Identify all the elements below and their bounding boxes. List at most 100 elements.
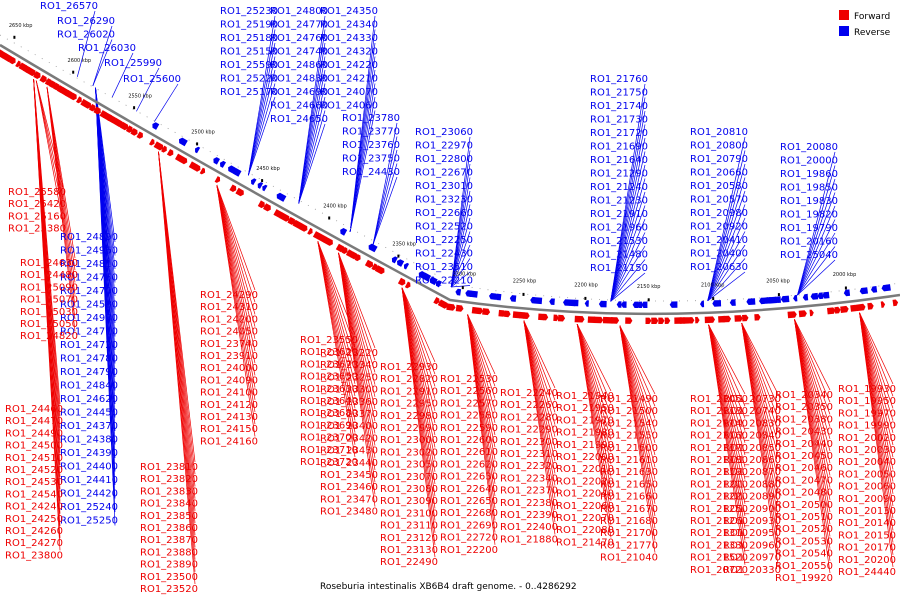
forward-gene-label[interactable]: RO1_21970 <box>556 415 614 426</box>
forward-gene-label[interactable]: RO1_23880 <box>140 547 198 558</box>
reverse-gene-label[interactable]: RO1_22970 <box>415 141 473 152</box>
forward-gene-label[interactable]: RO1_20040 <box>838 457 896 468</box>
reverse-gene-label[interactable]: RO1_25590 <box>220 60 278 71</box>
forward-gene-label[interactable]: RO1_20140 <box>838 518 896 529</box>
forward-gene-label[interactable]: RO1_20050 <box>838 469 896 480</box>
reverse-gene-label[interactable]: RO1_23510 <box>415 262 473 273</box>
reverse-gene-label[interactable]: RO1_22670 <box>415 168 473 179</box>
reverse-gene-label[interactable]: RO1_24620 <box>60 394 118 405</box>
forward-gene-label[interactable]: RO1_20860 <box>723 455 781 466</box>
forward-gene-label[interactable]: RO1_23830 <box>140 486 198 497</box>
forward-gene-label[interactable]: RO1_24630 <box>20 258 78 269</box>
forward-gene-label[interactable]: RO1_19990 <box>838 421 896 432</box>
reverse-gene-label[interactable]: RO1_22520 <box>415 222 473 233</box>
forward-gene-label[interactable]: RO1_22300 <box>500 437 558 448</box>
forward-gene-label[interactable]: RO1_20900 <box>723 504 781 515</box>
reverse-gene-label[interactable]: RO1_25230 <box>220 6 278 17</box>
reverse-gene-label[interactable]: RO1_21740 <box>590 101 648 112</box>
forward-gene-label[interactable]: RO1_22620 <box>440 459 498 470</box>
forward-gene-label[interactable]: RO1_23700 <box>300 433 358 444</box>
forward-gene-label[interactable]: RO1_20330 <box>723 565 781 576</box>
reverse-gene-label[interactable]: RO1_25190 <box>220 20 278 31</box>
forward-gene-label[interactable]: RO1_20090 <box>838 494 896 505</box>
forward-gene-label[interactable]: RO1_25420 <box>8 199 66 210</box>
forward-gene-label[interactable]: RO1_24500 <box>5 441 63 452</box>
reverse-gene-label[interactable]: RO1_25170 <box>220 87 278 98</box>
forward-gene-label[interactable]: RO1_20480 <box>775 488 833 499</box>
reverse-gene-label[interactable]: RO1_23750 <box>342 154 400 165</box>
forward-gene-label[interactable]: RO1_24470 <box>5 416 63 427</box>
reverse-gene-label[interactable]: RO1_24420 <box>60 489 118 500</box>
forward-gene-label[interactable]: RO1_21700 <box>600 528 658 539</box>
forward-gene-label[interactable]: RO1_20130 <box>838 506 896 517</box>
forward-gene-label[interactable]: RO1_22580 <box>440 411 498 422</box>
forward-gene-label[interactable]: RO1_22010 <box>556 464 614 475</box>
reverse-gene-label[interactable]: RO1_20410 <box>690 235 748 246</box>
forward-gene-label[interactable]: RO1_20020 <box>838 433 896 444</box>
forward-gene-label[interactable]: RO1_24440 <box>838 567 896 578</box>
reverse-gene-label[interactable]: RO1_24860 <box>270 60 328 71</box>
forward-gene-label[interactable]: RO1_21880 <box>500 534 558 545</box>
forward-gene-label[interactable]: RO1_23440 <box>320 458 378 469</box>
forward-gene-label[interactable]: RO1_23740 <box>200 339 258 350</box>
reverse-gene-label[interactable]: RO1_20160 <box>780 237 838 248</box>
forward-gene-label[interactable]: RO1_24100 <box>200 388 258 399</box>
forward-gene-label[interactable]: RO1_22320 <box>500 461 558 472</box>
forward-gene-label[interactable]: RO1_23130 <box>380 545 438 556</box>
forward-gene-label[interactable]: RO1_23670 <box>300 359 358 370</box>
forward-gene-label[interactable]: RO1_23710 <box>300 445 358 456</box>
forward-gene-label[interactable]: RO1_24460 <box>5 404 63 415</box>
forward-gene-label[interactable]: RO1_25380 <box>8 224 66 235</box>
forward-gene-label[interactable]: RO1_20850 <box>723 443 781 454</box>
forward-gene-label[interactable]: RO1_24120 <box>200 400 258 411</box>
reverse-gene-label[interactable]: RO1_24800 <box>270 6 328 17</box>
reverse-gene-label[interactable]: RO1_25040 <box>780 250 838 261</box>
forward-gene-label[interactable]: RO1_23690 <box>300 420 358 431</box>
forward-gene-label[interactable]: RO1_20960 <box>723 540 781 551</box>
forward-gene-label[interactable]: RO1_21550 <box>600 431 658 442</box>
forward-gene-label[interactable]: RO1_23080 <box>380 484 438 495</box>
forward-gene-label[interactable]: RO1_23090 <box>380 496 438 507</box>
reverse-gene-label[interactable]: RO1_24370 <box>60 421 118 432</box>
forward-gene-label[interactable]: RO1_23620 <box>300 347 358 358</box>
forward-gene-label[interactable]: RO1_21770 <box>600 540 658 551</box>
forward-gene-label[interactable]: RO1_19970 <box>838 408 896 419</box>
forward-gene-label[interactable]: RO1_23370 <box>320 409 378 420</box>
forward-gene-label[interactable]: RO1_20380 <box>775 414 833 425</box>
reverse-gene-label[interactable]: RO1_24450 <box>60 408 118 419</box>
forward-gene-label[interactable]: RO1_20430 <box>775 427 833 438</box>
forward-gene-label[interactable]: RO1_23860 <box>140 523 198 534</box>
forward-gene-label[interactable]: RO1_21670 <box>600 504 658 515</box>
forward-gene-label[interactable]: RO1_25160 <box>8 211 66 222</box>
forward-gene-label[interactable]: RO1_21190 <box>690 467 748 478</box>
reverse-gene-label[interactable]: RO1_21290 <box>590 169 648 180</box>
reverse-gene-label[interactable]: RO1_25240 <box>60 502 118 513</box>
forward-gene-label[interactable]: RO1_20150 <box>838 530 896 541</box>
forward-gene-label[interactable]: RO1_24290 <box>200 290 258 301</box>
reverse-gene-label[interactable]: RO1_19820 <box>780 210 838 221</box>
forward-gene-label[interactable]: RO1_22370 <box>500 486 558 497</box>
reverse-gene-label[interactable]: RO1_23060 <box>415 127 473 138</box>
forward-gene-label[interactable]: RO1_21040 <box>600 553 658 564</box>
forward-gene-label[interactable]: RO1_20510 <box>775 512 833 523</box>
reverse-gene-label[interactable]: RO1_23760 <box>342 140 400 151</box>
forward-gene-label[interactable]: RO1_22680 <box>440 508 498 519</box>
forward-gene-label[interactable]: RO1_21950 <box>556 403 614 414</box>
forward-gene-label[interactable]: RO1_23910 <box>200 351 258 362</box>
forward-gene-label[interactable]: RO1_21310 <box>690 528 748 539</box>
forward-gene-label[interactable]: RO1_21250 <box>690 504 748 515</box>
forward-gene-label[interactable]: RO1_24540 <box>5 489 63 500</box>
forward-gene-label[interactable]: RO1_23420 <box>320 433 378 444</box>
forward-gene-label[interactable]: RO1_24240 <box>5 502 63 513</box>
reverse-gene-label[interactable]: RO1_21960 <box>590 223 648 234</box>
forward-gene-label[interactable]: RO1_20740 <box>723 406 781 417</box>
forward-gene-label[interactable]: RO1_22690 <box>440 520 498 531</box>
reverse-gene-label[interactable]: RO1_24830 <box>270 74 328 85</box>
forward-gene-label[interactable]: RO1_22340 <box>500 473 558 484</box>
reverse-gene-label[interactable]: RO1_25150 <box>220 47 278 58</box>
forward-gene-label[interactable]: RO1_20030 <box>838 445 896 456</box>
forward-gene-label[interactable]: RO1_25050 <box>20 319 78 330</box>
reverse-gene-label[interactable]: RO1_24770 <box>270 20 328 31</box>
forward-gene-label[interactable]: RO1_20890 <box>723 492 781 503</box>
reverse-gene-label[interactable]: RO1_24660 <box>270 101 328 112</box>
